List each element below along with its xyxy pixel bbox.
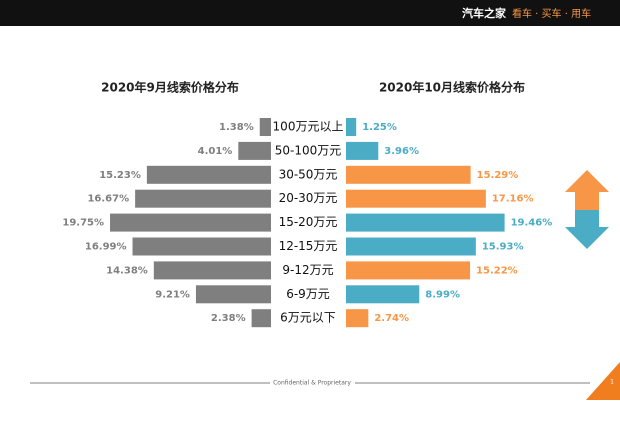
- value-label: 2.74%: [374, 313, 409, 324]
- value-label: 1.25%: [362, 122, 397, 133]
- page-corner: [586, 362, 620, 400]
- slogan: 看车 · 买车 · 用车: [512, 7, 591, 20]
- bar: [346, 309, 369, 328]
- left-title: 2020年9月线索价格分布: [101, 80, 239, 95]
- bar: [346, 189, 486, 208]
- bar: [259, 118, 271, 136]
- value-label: 15.23%: [99, 170, 141, 181]
- category-label: 50-100万元: [275, 143, 342, 157]
- brand: 汽车之家: [462, 6, 507, 20]
- bar: [346, 261, 471, 280]
- bar: [346, 165, 471, 184]
- value-label: 15.22%: [476, 265, 518, 276]
- category-label: 15-20万元: [279, 215, 338, 229]
- bar: [251, 309, 271, 328]
- bar: [146, 165, 271, 184]
- down-arrow: [565, 210, 609, 249]
- category-label: 30-50万元: [279, 167, 338, 181]
- value-label: 1.38%: [219, 122, 254, 133]
- value-label: 16.99%: [85, 242, 127, 253]
- right-title: 2020年10月线索价格分布: [379, 80, 525, 95]
- value-label: 14.38%: [106, 265, 148, 276]
- value-label: 2.38%: [211, 313, 246, 324]
- value-label: 17.16%: [492, 194, 534, 205]
- bar: [346, 285, 420, 304]
- value-label: 9.21%: [155, 289, 190, 300]
- bar: [132, 237, 271, 256]
- value-label: 4.01%: [198, 146, 233, 157]
- bar: [135, 189, 271, 208]
- category-label: 12-15万元: [279, 239, 338, 253]
- footer-text: Confidential & Proprietary: [273, 380, 351, 387]
- value-label: 19.46%: [511, 218, 553, 229]
- value-label: 3.96%: [384, 146, 419, 157]
- bar: [346, 118, 357, 136]
- category-label: 20-30万元: [279, 191, 338, 205]
- page-number: 1: [610, 379, 614, 386]
- value-label: 16.67%: [87, 194, 129, 205]
- bar: [346, 237, 476, 256]
- value-label: 15.93%: [482, 242, 524, 253]
- category-label: 9-12万元: [282, 263, 333, 277]
- bar: [110, 213, 271, 232]
- bar: [346, 213, 505, 232]
- value-label: 19.75%: [62, 218, 104, 229]
- bar: [153, 261, 271, 280]
- category-label: 6万元以下: [280, 311, 336, 325]
- category-label: 100万元以上: [273, 120, 344, 134]
- value-label: 8.99%: [425, 289, 460, 300]
- category-label: 6-9万元: [286, 287, 330, 301]
- bar: [346, 141, 379, 160]
- up-arrow: [565, 170, 609, 210]
- value-label: 15.29%: [477, 170, 519, 181]
- bar: [238, 141, 271, 160]
- header-bar: [0, 0, 620, 26]
- bar: [195, 285, 271, 304]
